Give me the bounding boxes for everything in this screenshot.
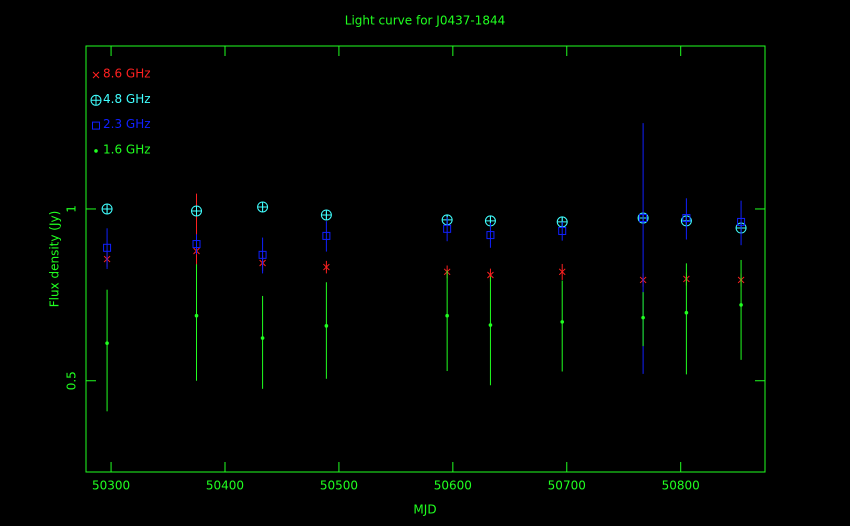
marker-dot — [641, 315, 645, 320]
marker-dot — [488, 323, 493, 327]
marker-square — [486, 231, 495, 240]
marker-x — [558, 268, 566, 276]
legend-label: 1.6 GHz — [103, 142, 151, 156]
marker-dot — [324, 324, 329, 328]
marker-square — [103, 243, 112, 252]
x-axis-label: MJD — [413, 503, 436, 517]
x-tick-label: 50700 — [548, 479, 586, 493]
legend-label: 8.6 GHz — [103, 67, 151, 81]
y-tick-label: 1 — [65, 205, 79, 213]
legend-marker — [94, 149, 98, 153]
marker-dot — [105, 341, 109, 345]
marker-square — [192, 240, 201, 249]
marker-square — [558, 226, 567, 235]
marker-square — [322, 231, 331, 240]
marker-x — [323, 263, 330, 271]
x-tick-label: 50800 — [662, 479, 700, 493]
marker-square — [258, 250, 267, 259]
marker-circle-plus — [257, 201, 269, 213]
chart-title: Light curve for J0437-1844 — [345, 14, 505, 28]
marker-x — [487, 271, 494, 279]
legend-label: 2.3 GHz — [103, 117, 151, 131]
x-tick-label: 50500 — [320, 479, 358, 493]
y-axis-label: Flux density (Jy) — [48, 211, 62, 308]
x-tick-label: 50300 — [92, 479, 130, 493]
marker-square — [443, 224, 452, 233]
marker-dot — [445, 313, 449, 318]
marker-circle-plus — [101, 203, 113, 215]
marker-dot — [194, 313, 199, 318]
y-tick-label: 0.5 — [65, 371, 79, 390]
plot-frame — [85, 45, 766, 473]
marker-dot — [739, 303, 743, 307]
marker-dot — [260, 336, 265, 340]
x-tick-label: 50600 — [434, 479, 472, 493]
x-tick-label: 50400 — [206, 479, 244, 493]
marker-dot — [684, 310, 689, 315]
legend-marker — [92, 121, 100, 130]
legend-marker — [92, 71, 100, 79]
legend-marker — [90, 94, 102, 106]
marker-square — [639, 214, 648, 223]
marker-square — [682, 214, 691, 223]
marker-circle-plus — [191, 205, 203, 217]
marker-circle-plus — [320, 209, 332, 221]
legend-label: 4.8 GHz — [103, 92, 151, 106]
marker-square — [737, 217, 746, 226]
marker-dot — [560, 320, 565, 324]
